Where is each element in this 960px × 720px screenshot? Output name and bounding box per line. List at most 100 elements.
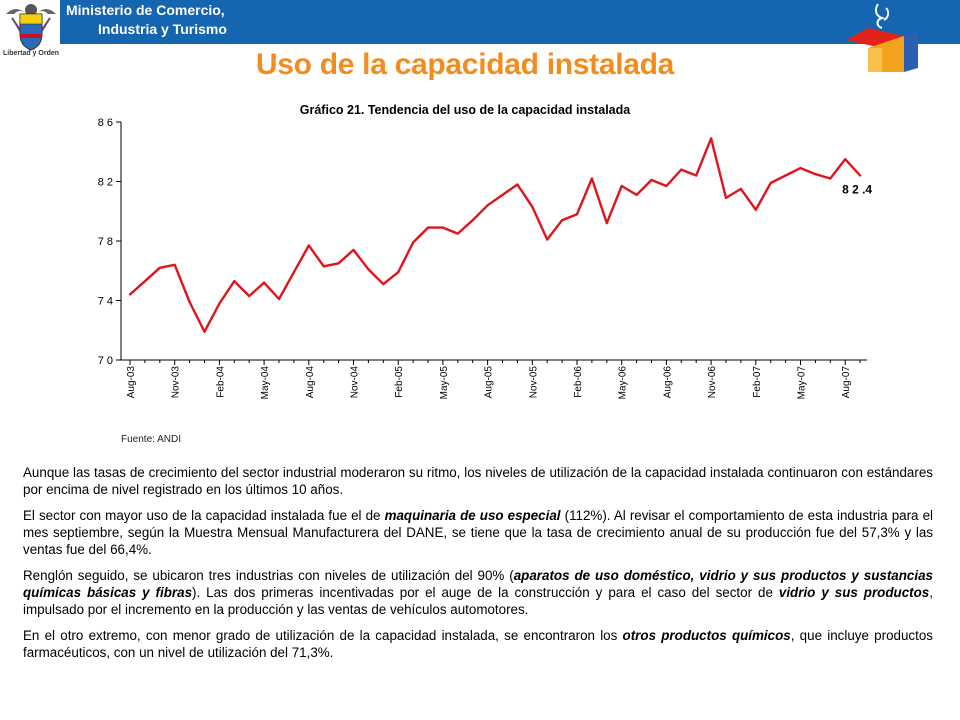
y-tick-label: 8 2 [98,177,113,189]
ministry-box-logo [846,3,918,72]
x-tick-label: Feb-05 [394,366,405,398]
header-bar [60,0,960,44]
data-point [188,300,191,304]
data-point [143,280,146,283]
data-point [650,178,653,182]
chart-source: Fuente: ANDI [121,434,182,445]
data-point [769,181,772,185]
data-point [337,262,340,265]
x-tick-label: Nov-06 [707,366,718,399]
x-tick-label: Aug-04 [305,366,316,399]
chart-title: Gráfico 21. Tendencia del uso de la capa… [299,103,631,117]
capacity-usage-line-chart: 7 0 7 4 7 8 8 2 8 6 Aug-03 Nov-03 Feb-04 May-04 A… [98,117,873,400]
data-point [620,184,623,188]
data-point [710,137,713,140]
data-point [665,184,668,188]
emphasis-text: otros productos químicos [622,628,791,644]
data-point [486,204,489,207]
data-point [814,172,817,176]
y-tick-label: 7 4 [98,296,113,308]
x-tick-label: May-06 [618,366,629,400]
data-point [367,268,370,271]
data-point [382,283,385,286]
x-tick-label: Feb-04 [215,366,226,398]
data-point [471,219,474,222]
data-point [277,297,281,301]
data-point [724,196,728,199]
x-tick-label: Feb-07 [752,366,763,398]
paragraph-text: Renglón seguido, se ubicaron tres indust… [23,568,514,584]
paragraph-text: (112%). Al revisar el comportamiento de … [23,507,933,558]
ministry-line-2: Industria y Turismo [98,21,227,37]
x-tick-label: Aug-07 [841,366,852,399]
paragraph: Aunque las tasas de crecimiento del sect… [23,464,933,498]
y-tick-label: 7 0 [98,355,113,367]
paragraph-text: ). Las dos primeras incentivadas por el … [192,585,779,601]
data-point [829,177,832,180]
body-text: Aunque las tasas de crecimiento del sect… [23,464,933,670]
data-point [531,205,534,208]
data-point [233,280,236,283]
data-point [456,232,459,235]
data-point [575,213,579,216]
data-point [635,193,638,196]
data-point [844,158,847,161]
data-point [441,226,444,229]
data-point [203,330,206,333]
last-value-label: 8 2 .4 [842,183,872,197]
data-point [158,266,161,269]
data-point [859,174,862,177]
data-point [501,193,504,196]
x-tick-label: Nov-04 [350,366,361,399]
paragraph-text: , impulsado por el incremento en la prod… [23,585,933,618]
x-tick-label: Aug-06 [662,366,673,399]
colombia-coat-of-arms [6,4,56,51]
emphasis-text: aparatos de uso doméstico, vidrio y sus … [23,568,933,601]
data-point [590,177,594,180]
data-point [799,167,802,170]
ministry-line-1: Ministerio de Comercio, [66,2,225,18]
y-tick-label: 8 6 [98,117,113,129]
ministry-name: Ministerio de Comercio, Industria y Turi… [66,1,227,39]
data-point [695,174,698,177]
data-point [516,183,519,186]
data-point [292,271,295,274]
series-line [129,137,861,333]
x-tick-label: May-07 [797,366,808,400]
data-point [322,265,325,268]
x-tick-label: Aug-03 [126,366,137,399]
x-tick-label: May-04 [260,366,271,400]
emphasis-text: maquinaria de uso especial [384,507,561,523]
paragraph-text: , que incluye productos farmacéuticos, c… [23,628,933,661]
data-point [605,222,608,225]
paragraph-text: El sector con mayor uso de la capacidad … [23,507,385,523]
data-point [680,168,683,171]
paragraph-text: Aunque las tasas de crecimiento del sect… [23,465,933,498]
x-tick-label: Aug-05 [484,366,495,399]
paragraph: En el otro extremo, con menor grado de u… [23,627,933,661]
data-point [263,281,266,284]
paragraph-text: En el otro extremo, con menor grado de u… [23,628,623,644]
x-tick-label: May-05 [439,366,450,400]
data-point [173,263,176,266]
data-point [412,241,415,244]
data-point [307,244,310,247]
data-point [784,174,787,177]
y-tick-label: 7 8 [98,236,113,248]
data-point [128,293,132,296]
data-point [248,294,251,298]
data-point [561,219,564,222]
data-point [754,208,757,211]
paragraph: Renglón seguido, se ubicaron tres indust… [23,567,933,619]
data-point [397,271,400,274]
data-point [218,302,221,305]
data-point [739,187,743,191]
data-point [546,238,549,241]
data-point [352,248,355,252]
paragraph: El sector con mayor uso de la capacidad … [23,507,933,559]
emphasis-text: vidrio y sus productos [778,585,930,601]
page-title: Uso de la capacidad instalada [255,48,675,81]
crest-caption: Libertad y Orden [3,50,60,57]
data-point [426,226,430,229]
x-tick-label: Feb-06 [573,366,584,398]
